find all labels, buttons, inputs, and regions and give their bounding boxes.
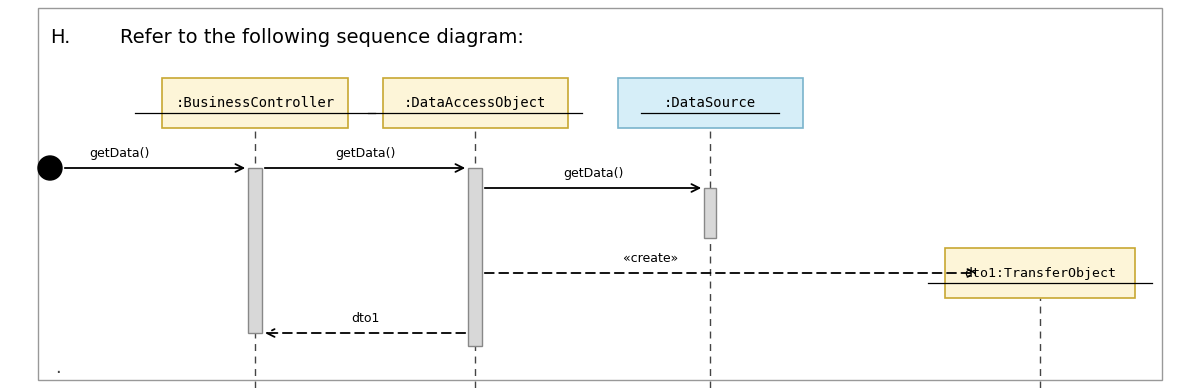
Bar: [248, 168, 262, 333]
Bar: [383, 78, 568, 128]
Text: getData(): getData(): [89, 147, 149, 160]
Bar: [618, 78, 803, 128]
Bar: [162, 78, 348, 128]
Text: Refer to the following sequence diagram:: Refer to the following sequence diagram:: [120, 28, 524, 47]
Text: «create»: «create»: [623, 252, 679, 265]
Text: dto1: dto1: [350, 312, 379, 325]
Text: :DataSource: :DataSource: [664, 96, 756, 110]
Text: dto1:TransferObject: dto1:TransferObject: [964, 267, 1116, 279]
Text: getData(): getData(): [563, 167, 623, 180]
Bar: [946, 248, 1135, 298]
Text: :DataAccessObject: :DataAccessObject: [404, 96, 546, 110]
Text: .: .: [55, 359, 61, 377]
Text: :BusinessController: :BusinessController: [175, 96, 335, 110]
Bar: [468, 168, 482, 346]
Text: H.: H.: [50, 28, 71, 47]
Text: getData(): getData(): [335, 147, 395, 160]
Bar: [704, 188, 716, 238]
Circle shape: [38, 156, 62, 180]
